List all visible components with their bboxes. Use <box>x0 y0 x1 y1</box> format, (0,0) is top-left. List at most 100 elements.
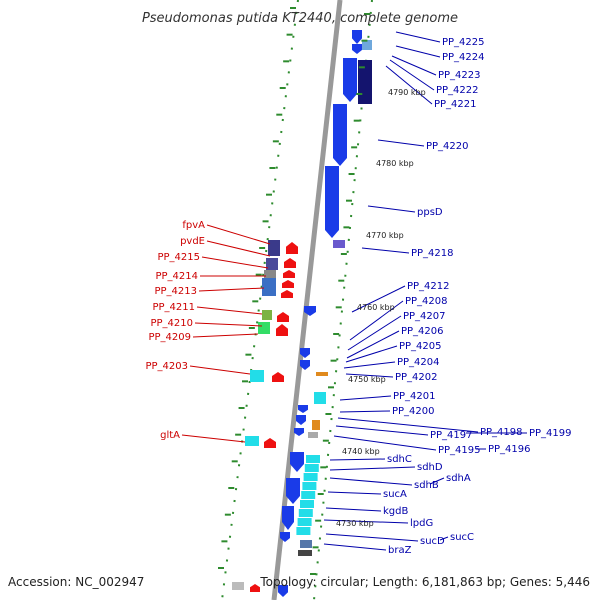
gene-block-8 <box>258 322 270 334</box>
right-connector-22 <box>329 458 386 461</box>
gene-label-PP_4210: PP_4210 <box>150 318 193 329</box>
reverse-gene-arrow-1 <box>352 44 362 54</box>
gene-label-PP_4200: PP_4200 <box>392 406 435 417</box>
reverse-gene-arrow-3 <box>333 104 347 166</box>
reverse-gene-arrow-2 <box>343 58 357 102</box>
gene-label-lpdG: lpdG <box>410 518 433 529</box>
gene-label-PP_4222: PP_4222 <box>436 85 479 96</box>
reverse-gene-arrow-7 <box>300 360 310 370</box>
gene-label-PP_4203: PP_4203 <box>145 361 188 372</box>
reverse-gene-arrow-15 <box>278 585 288 597</box>
right-connector-1 <box>395 45 441 58</box>
right-connector-14 <box>345 373 394 378</box>
gene-block-2 <box>333 240 345 248</box>
gene-block-9 <box>250 370 264 382</box>
sdh-suc-block-4 <box>301 491 316 499</box>
gene-label-sucD: sucD <box>420 536 445 547</box>
kbp-tick-4750: 4750 kbp <box>348 375 386 384</box>
topology-label: Topology: circular; Length: 6,181,863 bp… <box>259 575 590 589</box>
gene-label-PP_4213: PP_4213 <box>154 286 197 297</box>
gene-label-braZ: braZ <box>388 545 412 556</box>
right-connector-25 <box>329 477 413 486</box>
sdh-suc-block-2 <box>303 473 318 481</box>
gene-block-15 <box>300 540 312 548</box>
gene-label-PP_4206: PP_4206 <box>401 326 444 337</box>
gene-label-PP_4211: PP_4211 <box>152 302 195 313</box>
gene-label-PP_4215: PP_4215 <box>157 252 200 263</box>
right-connector-8 <box>351 285 406 313</box>
right-connector-26 <box>327 491 382 495</box>
left-connector-1 <box>206 240 271 257</box>
gene-block-10 <box>245 436 259 446</box>
map-title: Pseudomonas putida KT2440, complete geno… <box>142 11 458 26</box>
forward-gene-arrow-3 <box>282 280 294 288</box>
left-connector-6 <box>194 322 263 327</box>
gene-label-ppsD: ppsD <box>417 207 443 218</box>
reverse-gene-arrow-6 <box>300 348 310 358</box>
gene-label-sdhA: sdhA <box>446 473 471 484</box>
right-connector-29 <box>439 536 449 541</box>
right-connector-21 <box>333 435 437 451</box>
gene-block-11 <box>314 392 326 404</box>
right-connector-31 <box>323 543 387 551</box>
kbp-tick-4770: 4770 kbp <box>366 231 404 240</box>
reverse-gene-arrow-8 <box>298 405 308 413</box>
reverse-gene-arrow-10 <box>294 428 304 436</box>
label-connectors <box>181 31 527 551</box>
inner-guide-dots <box>313 0 373 600</box>
right-connector-30 <box>325 533 419 542</box>
right-connector-28 <box>323 519 409 524</box>
sdh-suc-block-0 <box>306 455 320 463</box>
forward-gene-arrow-1 <box>284 258 296 268</box>
gene-label-PP_4225: PP_4225 <box>442 37 485 48</box>
gene-label-PP_4205: PP_4205 <box>399 341 442 352</box>
sdh-suc-block-5 <box>300 500 314 508</box>
gene-label-PP_4196: PP_4196 <box>488 444 531 455</box>
reverse-gene-arrow-9 <box>296 415 306 425</box>
right-connector-4 <box>385 65 433 105</box>
kbp-tick-4730: 4730 kbp <box>336 519 374 528</box>
right-connector-12 <box>345 345 398 363</box>
reverse-gene-arrow-5 <box>304 306 316 316</box>
gene-block-17 <box>232 582 244 590</box>
gene-label-PP_4197: PP_4197 <box>430 430 473 441</box>
gene-block-4 <box>266 258 278 270</box>
right-connector-9 <box>349 300 404 341</box>
gene-label-PP_4214: PP_4214 <box>155 271 198 282</box>
kbp-tick-4740: 4740 kbp <box>342 447 380 456</box>
left-connector-7 <box>192 333 259 338</box>
feature-marks <box>218 7 372 597</box>
gene-label-PP_4199: PP_4199 <box>529 428 572 439</box>
sdh-suc-block-3 <box>302 482 317 490</box>
right-connector-0 <box>395 31 441 43</box>
reverse-gene-arrow-14 <box>280 532 290 542</box>
kbp-ticks: 4790 kbp 4780 kbp 4770 kbp 4760 kbp 4750… <box>336 88 426 528</box>
right-connector-5 <box>377 139 425 147</box>
gene-label-PP_4223: PP_4223 <box>438 70 481 81</box>
right-connector-13 <box>343 361 396 369</box>
kbp-tick-4790: 4790 kbp <box>388 88 426 97</box>
gene-block-13 <box>308 432 318 438</box>
left-connector-0 <box>206 224 271 245</box>
accession-label: Accession: NC_002947 <box>8 575 144 589</box>
gene-block-6 <box>262 278 276 296</box>
gene-block-5 <box>264 270 276 278</box>
kbp-tick-4760: 4760 kbp <box>357 303 395 312</box>
gene-block-14 <box>316 372 328 376</box>
right-connector-24 <box>429 477 445 485</box>
left-connector-5 <box>196 306 263 315</box>
forward-gene-arrow-4 <box>281 290 293 298</box>
gene-label-PP_4224: PP_4224 <box>442 52 485 63</box>
gene-label-PP_4207: PP_4207 <box>403 311 446 322</box>
right-connector-16 <box>339 410 391 413</box>
sdh-suc-block-7 <box>297 518 312 526</box>
sdh-suc-block-1 <box>304 464 319 472</box>
right-connector-23 <box>329 466 416 471</box>
gene-label-kgdB: kgdB <box>383 506 408 517</box>
right-connector-11 <box>346 330 400 359</box>
gene-label-PP_4195: PP_4195 <box>438 445 481 456</box>
right-gene-labels: PP_4225 PP_4224 PP_4223 PP_4222 PP_4221 … <box>383 37 572 556</box>
left-connector-9 <box>181 434 246 443</box>
right-connector-15 <box>339 395 392 401</box>
